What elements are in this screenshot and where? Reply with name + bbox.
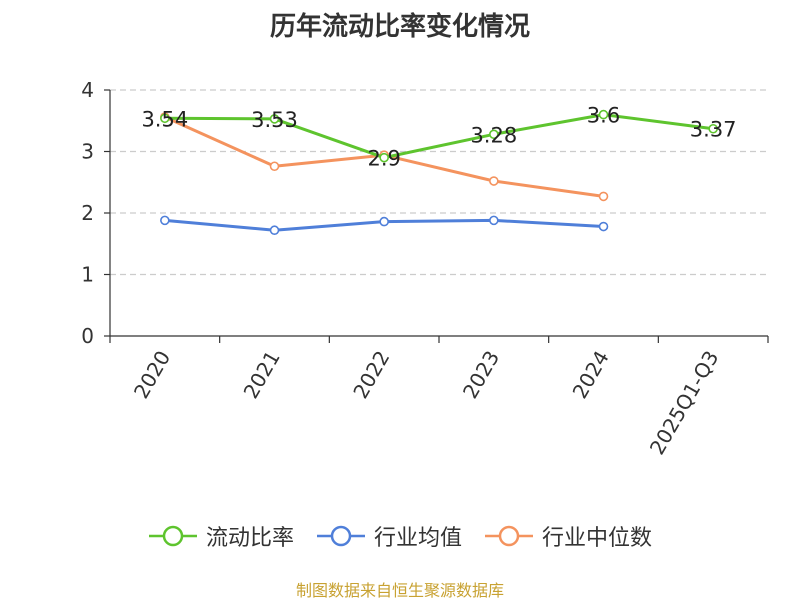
source-note: 制图数据来自恒生聚源数据库 [295,581,504,600]
series-line [164,113,714,160]
data-label: 3.6 [587,104,620,128]
legend-swatch-icon [485,525,533,547]
data-point [379,216,389,227]
x-tick-label: 2022 [348,347,394,403]
chart-title: 历年流动比率变化情况 [269,12,530,42]
legend-item: 流动比率 [148,520,294,552]
data-point [379,152,389,163]
data-point [489,176,499,186]
legend-label: 行业中位数 [542,526,653,551]
x-tick-label: 2021 [239,347,285,403]
x-tick-label: 2025Q1-Q3 [645,347,724,459]
x-tick-label: 2024 [568,347,614,403]
data-label: 3.37 [690,118,737,142]
data-label: 2.9 [367,147,400,171]
y-tick-label: 1 [81,263,94,287]
data-point [269,114,280,124]
y-tick-label: 0 [81,324,94,348]
x-tick-label: 2020 [129,347,175,403]
data-point [598,221,609,232]
data-point [598,109,609,120]
data-point [489,129,499,140]
data-label: 3.53 [251,108,298,132]
data-label: 3.28 [470,123,517,147]
legend-swatch-icon [148,525,197,547]
data-point [489,215,499,226]
y-tick-label: 4 [81,78,94,102]
data-point [160,113,170,124]
data-point [708,123,718,134]
legend-item: 行业均值 [316,520,462,552]
data-point [598,191,609,202]
data-point [269,225,280,236]
legend-swatch-icon [316,525,365,547]
legend-item: 行业中位数 [484,520,652,552]
legend-label: 行业均值 [373,526,462,551]
legend-label: 流动比率 [205,526,294,551]
y-tick-label: 3 [81,140,94,164]
x-tick-label: 2023 [458,347,504,403]
legend: 流动比率 行业均值 行业中位数 [0,520,800,552]
y-tick-label: 2 [81,201,94,225]
data-label: 3.54 [141,107,188,131]
data-point [269,161,280,172]
data-point [160,215,170,226]
